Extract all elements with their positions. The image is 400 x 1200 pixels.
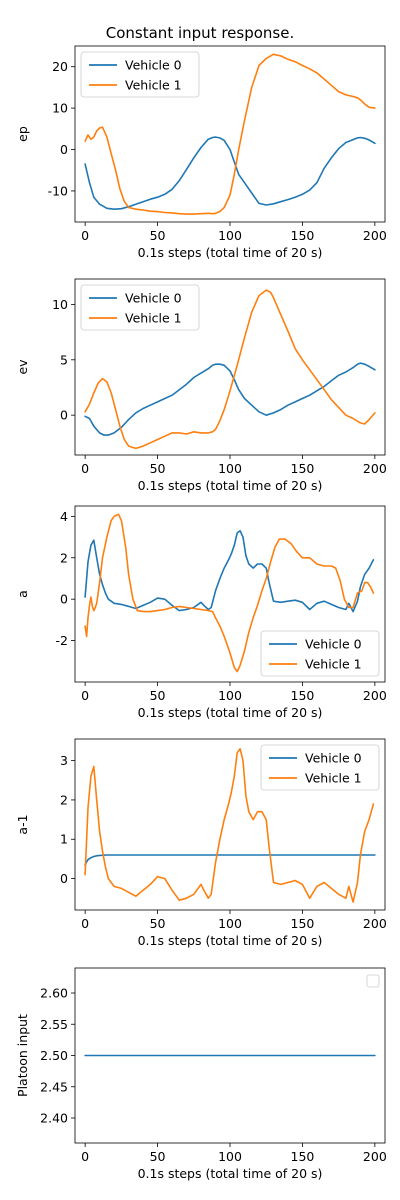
y-tick-label: 5 (60, 352, 68, 367)
x-axis-label: 0.1s steps (total time of 20 s) (138, 705, 323, 720)
x-tick-label: 200 (363, 916, 387, 931)
legend: Vehicle 0 Vehicle 1 (81, 285, 199, 330)
y-tick-label: 2.40 (40, 1111, 68, 1126)
x-tick-label: 50 (150, 1149, 166, 1164)
y-axis-label: ep (15, 126, 30, 142)
figure-title: Constant input response. (106, 24, 294, 42)
y-axis-label: Platoon input (15, 1014, 30, 1097)
x-tick-label: 200 (363, 688, 387, 703)
legend-label: Vehicle 0 (305, 751, 362, 766)
y-tick-label: 10 (52, 297, 68, 312)
legend-label: Vehicle 0 (305, 637, 362, 652)
y-tick-label: 0 (60, 142, 68, 157)
y-axis-label: a-1 (15, 814, 30, 834)
x-axis-label: 0.1s steps (total time of 20 s) (138, 933, 323, 948)
x-tick-label: 0 (81, 1149, 89, 1164)
x-tick-label: 100 (218, 916, 242, 931)
legend-label: Vehicle 1 (305, 657, 362, 672)
y-tick-label: 1 (60, 832, 68, 847)
y-tick-label: 0 (60, 408, 68, 423)
x-tick-label: 50 (150, 688, 166, 703)
x-tick-label: 150 (291, 1149, 315, 1164)
y-tick-label: 2.50 (40, 1048, 68, 1063)
y-tick-label: 2.55 (40, 1017, 68, 1032)
y-tick-label: 10 (52, 101, 68, 116)
x-tick-label: 200 (363, 228, 387, 243)
subplot-2: 0 50 100 150 200 0 5 10 0.1s steps (total time o… (15, 279, 387, 493)
y-axis-label: ev (15, 359, 30, 375)
legend-label: Vehicle 0 (125, 58, 182, 73)
x-axis-label: 0.1s steps (total time of 20 s) (138, 478, 323, 493)
y-tick-label: 2.60 (40, 986, 68, 1001)
x-tick-label: 0 (81, 461, 89, 476)
legend-label: Vehicle 1 (305, 771, 362, 786)
legend-box-empty (367, 975, 379, 987)
legend-label: Vehicle 1 (125, 78, 182, 93)
legend-label: Vehicle 1 (125, 311, 182, 326)
y-tick-label: 20 (52, 59, 68, 74)
y-tick-label: -2 (56, 633, 68, 648)
x-axis-label: 0.1s steps (total time of 20 s) (138, 1166, 323, 1181)
legend: Vehicle 0 Vehicle 1 (261, 745, 379, 790)
x-tick-label: 100 (218, 1149, 242, 1164)
x-tick-label: 200 (363, 461, 387, 476)
y-tick-label: 2 (60, 792, 68, 807)
y-tick-label: 2.45 (40, 1079, 68, 1094)
subplot-3: 0 50 100 150 200 -2 0 2 4 0.1s steps (total time … (15, 506, 387, 720)
y-tick-label: 4 (60, 509, 68, 524)
y-tick-label: 0 (60, 592, 68, 607)
y-tick-label: 0 (60, 871, 68, 886)
subplot-4: 0 50 100 150 200 0 1 2 3 0.1s steps (total time o… (15, 739, 387, 948)
series-line-vehicle-0 (85, 855, 375, 865)
y-tick-label: 3 (60, 753, 68, 768)
y-axis-label: a (15, 590, 30, 598)
x-tick-label: 150 (291, 461, 315, 476)
x-tick-label: 100 (218, 228, 242, 243)
x-tick-label: 0 (81, 688, 89, 703)
x-tick-label: 150 (291, 688, 315, 703)
x-tick-label: 150 (291, 228, 315, 243)
x-tick-label: 200 (363, 1149, 387, 1164)
series-line-vehicle-0 (85, 137, 375, 209)
legend: Vehicle 0 Vehicle 1 (261, 631, 379, 676)
x-tick-label: 50 (150, 228, 166, 243)
x-tick-label: 50 (150, 916, 166, 931)
x-tick-label: 100 (218, 461, 242, 476)
x-tick-label: 0 (81, 916, 89, 931)
y-tick-label: -10 (48, 183, 68, 198)
x-tick-label: 100 (218, 688, 242, 703)
x-tick-label: 50 (150, 461, 166, 476)
subplot-5: 0 50 100 150 200 2.40 2.45 2.50 2.55 2.60 0.1s ste… (15, 968, 387, 1181)
x-axis-label: 0.1s steps (total time of 20 s) (138, 245, 323, 260)
y-tick-label: 2 (60, 550, 68, 565)
legend-label: Vehicle 0 (125, 291, 182, 306)
legend (367, 975, 379, 987)
legend: Vehicle 0 Vehicle 1 (81, 52, 199, 97)
x-tick-label: 0 (81, 228, 89, 243)
subplot-1: 0 50 100 150 200 -10 0 10 20 0.1s steps (total ti… (15, 46, 387, 260)
x-tick-label: 150 (291, 916, 315, 931)
